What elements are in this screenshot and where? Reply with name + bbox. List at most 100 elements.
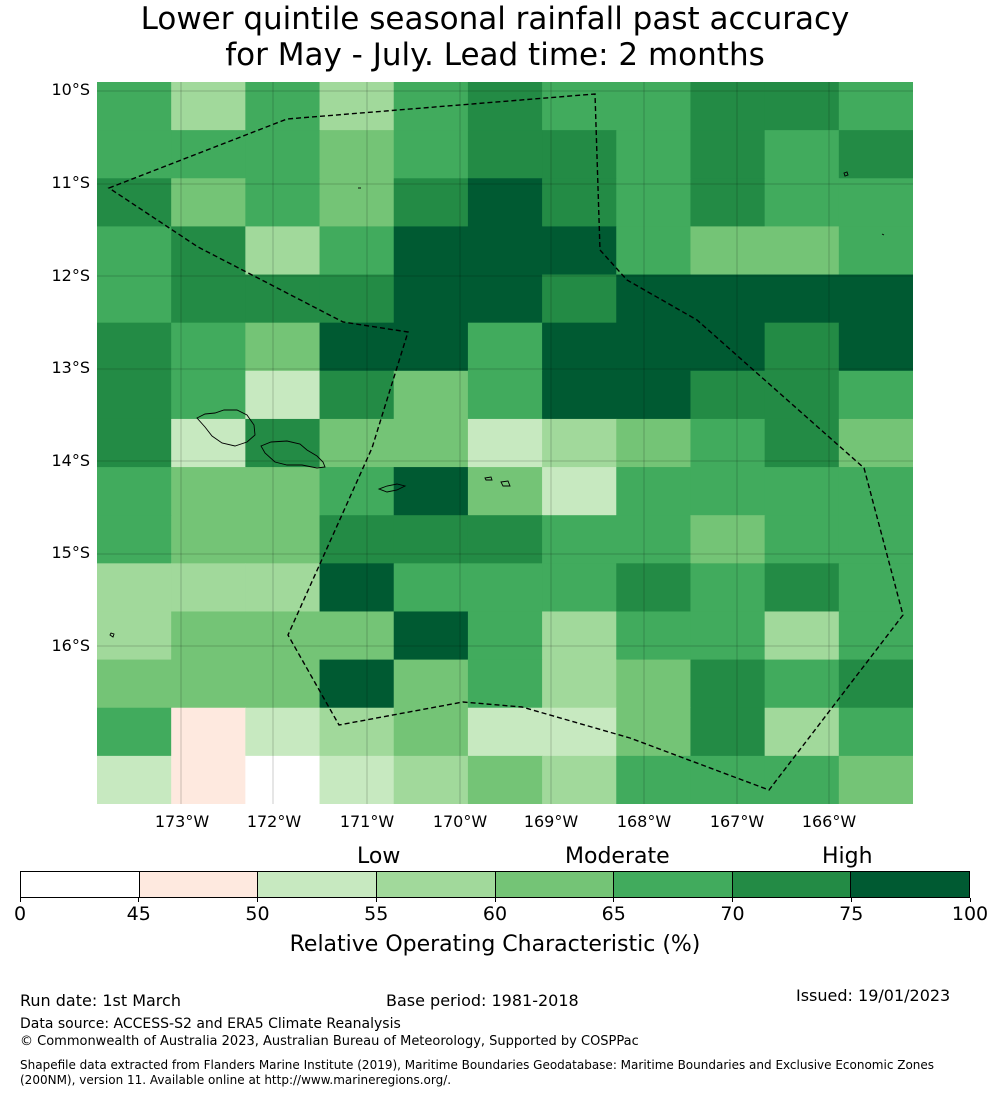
grid-cell [764, 563, 840, 613]
grid-cell [97, 659, 172, 709]
grid-cell [764, 467, 840, 516]
grid-cell [764, 226, 840, 276]
grid-cell [319, 130, 395, 179]
swains-island [843, 171, 849, 177]
grid-cell [393, 370, 469, 420]
colorbar-segment [732, 872, 852, 897]
grid-cell [838, 515, 913, 564]
lat-label-15s: 15°S [51, 543, 90, 562]
grid-cell [616, 563, 692, 613]
grid-cell [319, 755, 395, 804]
grid-cell [319, 82, 395, 131]
grid-cell [838, 370, 913, 420]
legend-category-moderate: Moderate [565, 844, 670, 869]
grid-cell [616, 82, 692, 131]
grid-cell [764, 659, 840, 709]
grid-cell [764, 322, 840, 372]
colorbar-tick-label: 60 [482, 903, 508, 925]
grid-cell [764, 130, 840, 179]
colorbar-segment [495, 872, 615, 897]
grid-cell [764, 178, 840, 227]
grid-cell [245, 274, 321, 324]
grid-cell [245, 563, 321, 613]
grid-cell [838, 178, 913, 227]
grid-cell [467, 274, 543, 324]
upolu-island [260, 440, 326, 469]
grid-cell [393, 659, 469, 709]
colorbar-label: Relative Operating Characteristic (%) [289, 932, 701, 957]
grid-cell [97, 467, 172, 516]
grid-cell [616, 611, 692, 661]
grid-cell [542, 370, 617, 420]
grid-cell [393, 611, 469, 661]
grid-cell [171, 322, 246, 372]
grid-cell [838, 611, 913, 661]
grid-cell [542, 130, 617, 179]
grid-cell [838, 418, 913, 468]
grid-cell [838, 82, 913, 131]
base-period: Base period: 1981-2018 [386, 991, 579, 1010]
grid-cell [393, 130, 469, 179]
grid-cell [467, 515, 543, 564]
tutuila-island [377, 483, 407, 493]
grid-cell [393, 178, 469, 227]
grid-cell [616, 467, 692, 516]
grid-cell [171, 611, 246, 661]
lon-label-170w: 170°W [432, 812, 488, 831]
legend-category-low: Low [357, 844, 401, 869]
grid-cell [690, 563, 766, 613]
grid-cell [616, 370, 692, 420]
grid-cell [616, 322, 692, 372]
grid-cell [838, 274, 913, 324]
grid-cell [616, 274, 692, 324]
grid-cell [171, 274, 246, 324]
colorbar-tick-label: 70 [720, 903, 745, 925]
data-source: Data source: ACCESS-S2 and ERA5 Climate … [20, 1016, 401, 1032]
grid-cell [245, 130, 321, 179]
shapefile-credit-line-1: Shapefile data extracted from Flanders M… [20, 1058, 935, 1072]
grid-cell [171, 707, 246, 757]
grid-cell [838, 322, 913, 372]
grid-cell [393, 563, 469, 613]
grid-cell [838, 659, 913, 709]
grid-cell [319, 418, 395, 468]
grid-cell [542, 707, 617, 757]
grid-cell [171, 418, 246, 468]
grid-cell [97, 178, 172, 227]
lon-label-173w: 173°W [154, 812, 210, 831]
grid-cell [838, 755, 913, 804]
lat-label-16s: 16°S [51, 636, 90, 655]
grid-cell [690, 370, 766, 420]
colorbar [20, 871, 970, 898]
run-date: Run date: 1st March [20, 991, 181, 1010]
colorbar-segment [21, 872, 140, 897]
map-gridlines [97, 82, 913, 804]
grid-cell [171, 82, 246, 131]
grid-cell [393, 226, 469, 276]
grid-cell [245, 322, 321, 372]
lon-label-172w: 172°W [246, 812, 302, 831]
grid-cell [690, 755, 766, 804]
grid-cell [616, 755, 692, 804]
grid-cell [319, 563, 395, 613]
grid-cell [171, 226, 246, 276]
grid-cell [171, 515, 246, 564]
grid-cell [171, 755, 246, 804]
eez-boundary [107, 93, 904, 791]
grid-cell [393, 707, 469, 757]
grid-cell [467, 659, 543, 709]
lat-label-11s: 11°S [51, 173, 90, 192]
grid-cell [97, 322, 172, 372]
colorbar-tick-label: 65 [601, 903, 626, 925]
copyright: © Commonwealth of Australia 2023, Austra… [20, 1034, 639, 1049]
grid-cell [542, 418, 617, 468]
lon-label-166w: 166°W [801, 812, 857, 831]
lon-label-168w: 168°W [616, 812, 672, 831]
colorbar-tick-label: 50 [245, 903, 270, 925]
grid-cell [764, 274, 840, 324]
grid-cell [616, 418, 692, 468]
grid-cell [542, 659, 617, 709]
grid-cell [690, 82, 766, 131]
lat-label-13s: 13°S [51, 358, 90, 377]
grid-cell [838, 226, 913, 276]
